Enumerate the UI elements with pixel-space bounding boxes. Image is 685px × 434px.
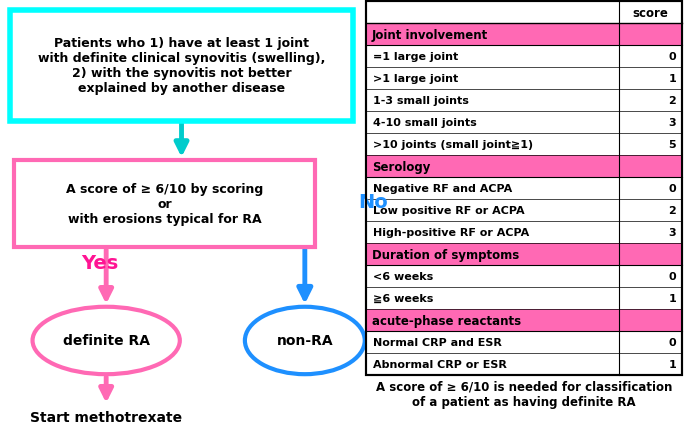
Text: 2: 2 <box>669 206 676 216</box>
Text: score: score <box>632 7 668 20</box>
Ellipse shape <box>245 307 364 374</box>
Text: 4-10 small joints: 4-10 small joints <box>373 118 477 128</box>
Text: non-RA: non-RA <box>277 334 333 348</box>
FancyBboxPatch shape <box>366 243 682 266</box>
Text: Start methotrexate: Start methotrexate <box>30 410 182 424</box>
Text: >10 joints (small joint≧1): >10 joints (small joint≧1) <box>373 140 534 150</box>
Text: Patients who 1) have at least 1 joint
with definite clinical synovitis (swelling: Patients who 1) have at least 1 joint wi… <box>38 37 325 95</box>
FancyBboxPatch shape <box>366 309 682 332</box>
Text: Serology: Serology <box>372 160 430 173</box>
Text: 0: 0 <box>669 338 676 348</box>
Text: Abnormal CRP or ESR: Abnormal CRP or ESR <box>373 359 507 369</box>
FancyBboxPatch shape <box>366 156 682 178</box>
Text: High-positive RF or ACPA: High-positive RF or ACPA <box>373 228 530 238</box>
Text: 0: 0 <box>669 184 676 194</box>
Text: 0: 0 <box>669 272 676 282</box>
Text: 1-3 small joints: 1-3 small joints <box>373 96 469 106</box>
Text: Yes: Yes <box>81 253 118 272</box>
Text: Joint involvement: Joint involvement <box>372 29 488 42</box>
Text: ≧6 weeks: ≧6 weeks <box>373 293 434 303</box>
Text: Duration of symptoms: Duration of symptoms <box>372 248 519 261</box>
Text: 3: 3 <box>669 118 676 128</box>
Text: 1: 1 <box>669 293 676 303</box>
FancyBboxPatch shape <box>366 24 682 46</box>
Text: >1 large joint: >1 large joint <box>373 74 458 84</box>
Text: 5: 5 <box>669 140 676 150</box>
Text: =1 large joint: =1 large joint <box>373 52 458 62</box>
Text: Low positive RF or ACPA: Low positive RF or ACPA <box>373 206 525 216</box>
Text: 1: 1 <box>669 74 676 84</box>
FancyBboxPatch shape <box>14 161 315 247</box>
Text: A score of ≥ 6/10 is needed for classification
of a patient as having definite R: A score of ≥ 6/10 is needed for classifi… <box>376 380 672 408</box>
Text: No: No <box>358 192 388 211</box>
Text: 3: 3 <box>669 228 676 238</box>
Text: <6 weeks: <6 weeks <box>373 272 434 282</box>
Ellipse shape <box>32 307 179 374</box>
FancyBboxPatch shape <box>10 11 353 122</box>
Text: 0: 0 <box>669 52 676 62</box>
Text: definite RA: definite RA <box>62 334 150 348</box>
Text: A score of ≥ 6/10 by scoring
or
with erosions typical for RA: A score of ≥ 6/10 by scoring or with ero… <box>66 183 263 225</box>
Text: acute-phase reactants: acute-phase reactants <box>372 314 521 327</box>
Text: 1: 1 <box>669 359 676 369</box>
Text: Negative RF and ACPA: Negative RF and ACPA <box>373 184 512 194</box>
Text: 2: 2 <box>669 96 676 106</box>
Text: Normal CRP and ESR: Normal CRP and ESR <box>373 338 502 348</box>
FancyBboxPatch shape <box>366 2 682 375</box>
